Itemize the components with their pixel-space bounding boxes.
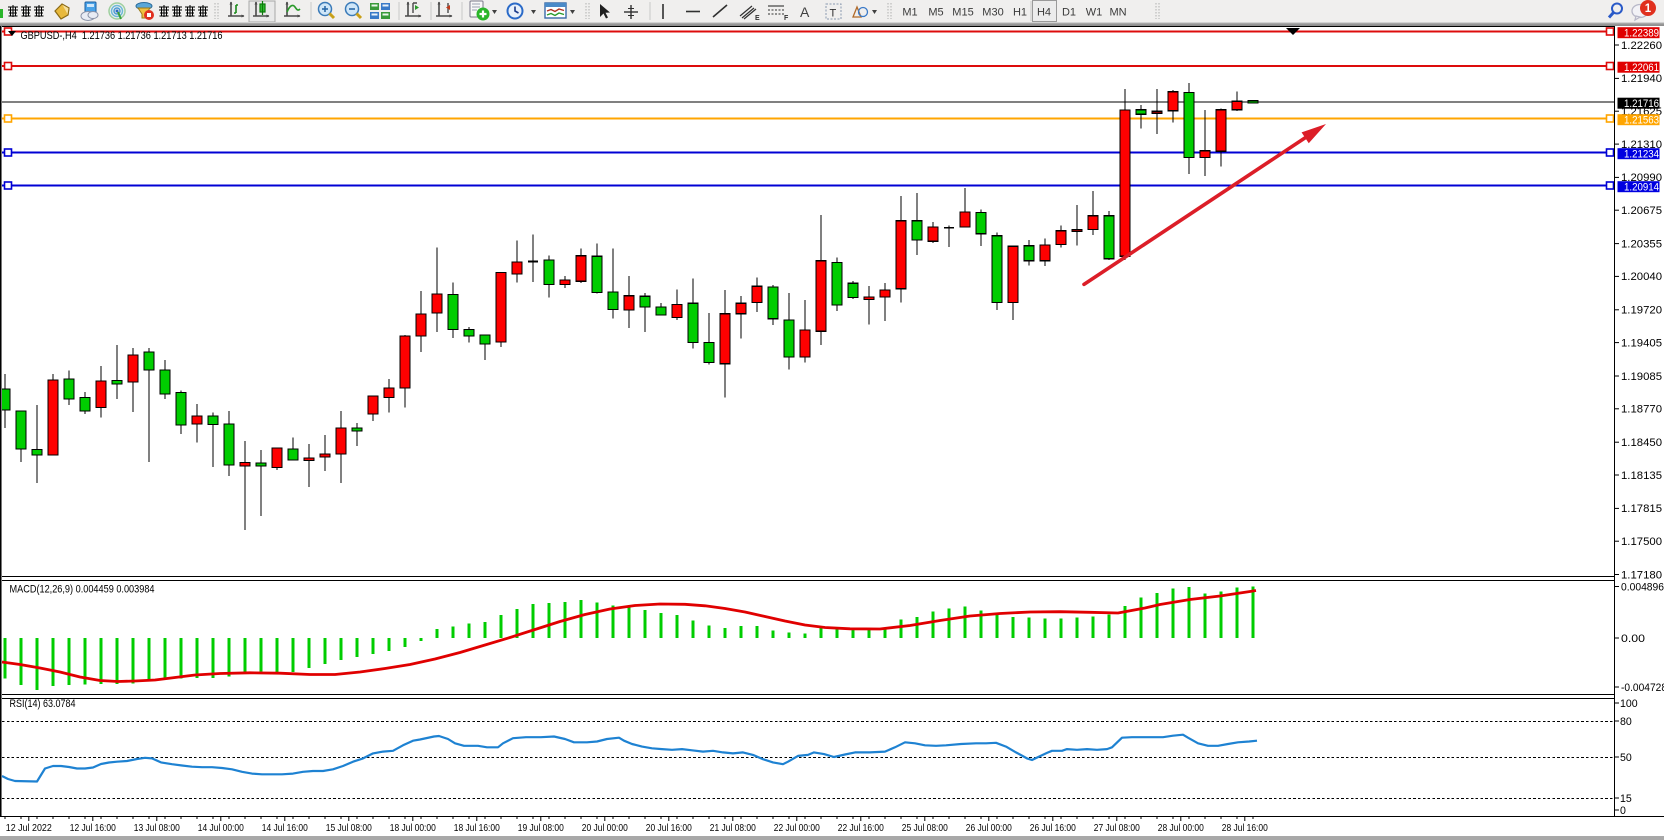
svg-text:27 Jul 08:00: 27 Jul 08:00 — [1094, 823, 1140, 834]
svg-text:1: 1 — [1645, 3, 1652, 15]
svg-text:1.19720: 1.19720 — [1621, 305, 1662, 317]
svg-text:15: 15 — [1620, 793, 1632, 805]
svg-text:MN: MN — [1109, 7, 1126, 19]
svg-text:E: E — [755, 15, 760, 22]
svg-text:D1: D1 — [1062, 7, 1076, 19]
svg-text:26 Jul 16:00: 26 Jul 16:00 — [1030, 823, 1076, 834]
svg-text:14 Jul 00:00: 14 Jul 00:00 — [198, 823, 244, 834]
svg-text:GBPUSD-,H4 1.21736 1.21736 1.: GBPUSD-,H4 1.21736 1.21736 1.21713 1.217… — [21, 30, 223, 42]
svg-text:1.18135: 1.18135 — [1621, 470, 1662, 482]
svg-text:50: 50 — [1620, 752, 1632, 764]
svg-text:M30: M30 — [982, 7, 1003, 19]
svg-text:1.22061: 1.22061 — [1624, 62, 1659, 74]
svg-text:H1: H1 — [1013, 7, 1027, 19]
svg-text:1.18450: 1.18450 — [1621, 437, 1662, 449]
svg-text:1.19085: 1.19085 — [1621, 371, 1662, 383]
svg-text:25 Jul 08:00: 25 Jul 08:00 — [902, 823, 948, 834]
svg-text:1.22389: 1.22389 — [1624, 28, 1659, 40]
svg-text:1.17500: 1.17500 — [1621, 536, 1662, 548]
svg-text:1.21563: 1.21563 — [1624, 115, 1659, 127]
svg-text:28 Jul 00:00: 28 Jul 00:00 — [1158, 823, 1204, 834]
svg-text:13 Jul 08:00: 13 Jul 08:00 — [134, 823, 180, 834]
svg-text:A: A — [800, 4, 810, 20]
svg-text:18 Jul 16:00: 18 Jul 16:00 — [454, 823, 500, 834]
svg-text:21 Jul 08:00: 21 Jul 08:00 — [710, 823, 756, 834]
svg-text:M1: M1 — [902, 7, 917, 19]
svg-text:1.20040: 1.20040 — [1621, 271, 1662, 283]
svg-text:1.20355: 1.20355 — [1621, 238, 1662, 250]
svg-text:1.20914: 1.20914 — [1624, 182, 1659, 194]
svg-text:M5: M5 — [928, 7, 943, 19]
svg-text:22 Jul 00:00: 22 Jul 00:00 — [774, 823, 820, 834]
svg-text:15 Jul 08:00: 15 Jul 08:00 — [326, 823, 372, 834]
svg-text:20 Jul 00:00: 20 Jul 00:00 — [582, 823, 628, 834]
svg-text:M15: M15 — [952, 7, 973, 19]
svg-text:1.21310: 1.21310 — [1621, 139, 1662, 151]
svg-text:28 Jul 16:00: 28 Jul 16:00 — [1222, 823, 1268, 834]
svg-text:W1: W1 — [1086, 7, 1103, 19]
svg-text:1.20675: 1.20675 — [1621, 205, 1662, 217]
svg-text:100: 100 — [1620, 698, 1638, 710]
svg-text:0.004896: 0.004896 — [1621, 581, 1664, 593]
svg-text:MACD(12,26,9) 0.004459 0.00398: MACD(12,26,9) 0.004459 0.003984 — [10, 584, 155, 596]
svg-text:12 Jul 2022: 12 Jul 2022 — [6, 823, 52, 834]
svg-text:T: T — [830, 8, 837, 20]
svg-text:0.00: 0.00 — [1621, 633, 1645, 645]
svg-text:80: 80 — [1620, 716, 1632, 728]
svg-text:F: F — [784, 15, 789, 22]
svg-text:19 Jul 08:00: 19 Jul 08:00 — [518, 823, 564, 834]
svg-text:22 Jul 16:00: 22 Jul 16:00 — [838, 823, 884, 834]
svg-text:14 Jul 16:00: 14 Jul 16:00 — [262, 823, 308, 834]
svg-text:1.21716: 1.21716 — [1624, 98, 1659, 110]
svg-text:1.22260: 1.22260 — [1621, 40, 1662, 52]
svg-text:1.17815: 1.17815 — [1621, 503, 1662, 515]
svg-text:26 Jul 00:00: 26 Jul 00:00 — [966, 823, 1012, 834]
svg-text:0: 0 — [1620, 805, 1626, 817]
svg-text:RSI(14) 63.0784: RSI(14) 63.0784 — [10, 698, 76, 710]
svg-text:1.21940: 1.21940 — [1621, 73, 1662, 85]
svg-text:1.21234: 1.21234 — [1624, 149, 1659, 161]
svg-text:1.19405: 1.19405 — [1621, 337, 1662, 349]
svg-text:18 Jul 00:00: 18 Jul 00:00 — [390, 823, 436, 834]
svg-text:H4: H4 — [1037, 7, 1051, 19]
svg-text:1.17180: 1.17180 — [1621, 569, 1662, 581]
svg-text:20 Jul 16:00: 20 Jul 16:00 — [646, 823, 692, 834]
svg-text:12 Jul 16:00: 12 Jul 16:00 — [70, 823, 116, 834]
svg-text:1.18770: 1.18770 — [1621, 404, 1662, 416]
svg-text:-0.004728: -0.004728 — [1621, 682, 1664, 694]
